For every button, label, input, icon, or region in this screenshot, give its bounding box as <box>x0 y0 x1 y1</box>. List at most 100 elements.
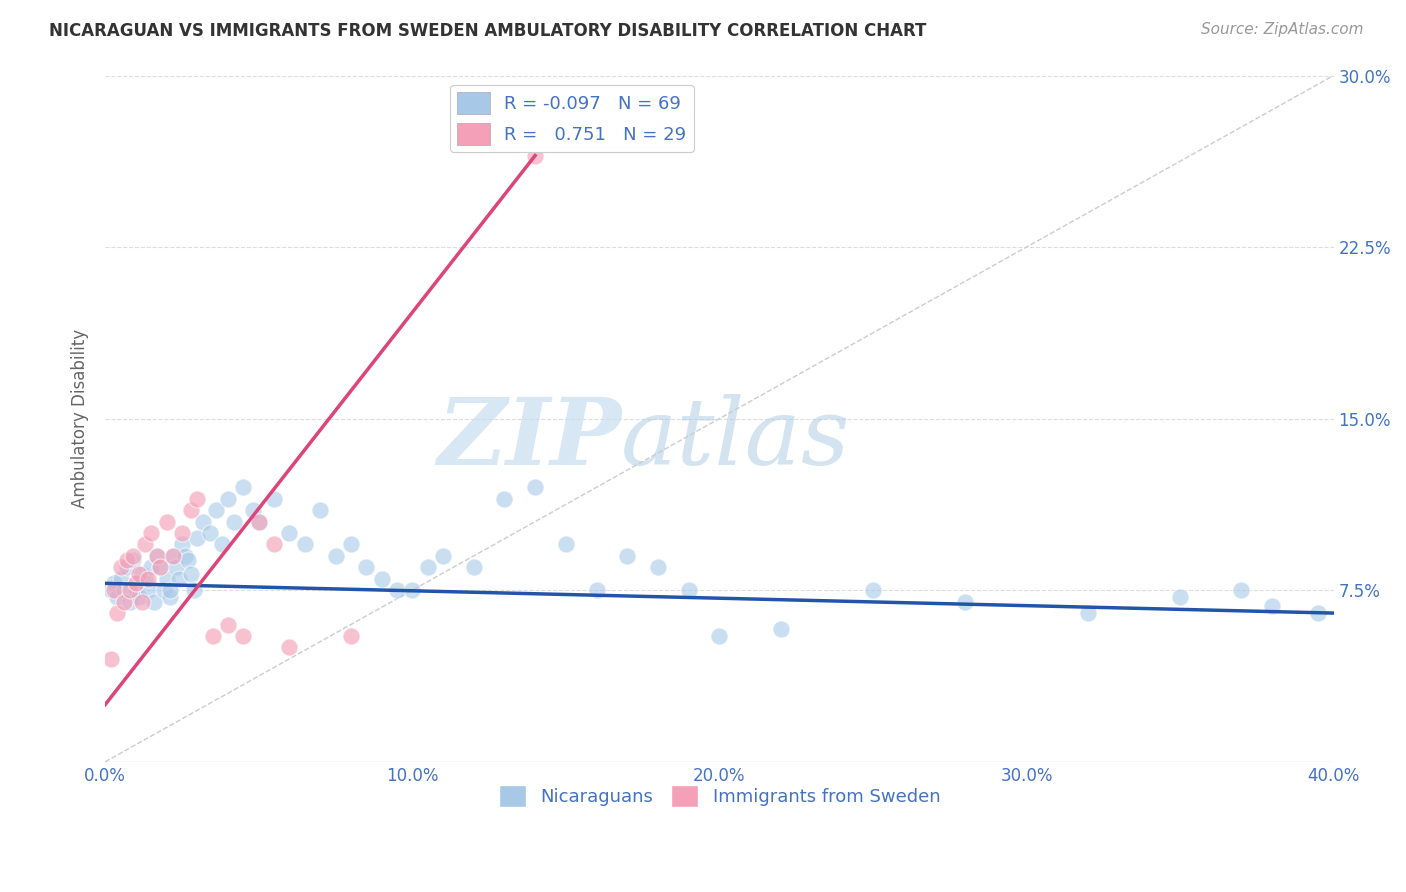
Point <box>385 583 408 598</box>
Point <box>149 560 172 574</box>
Point <box>186 531 208 545</box>
Point <box>862 583 884 598</box>
Point <box>146 549 169 563</box>
Point <box>242 503 264 517</box>
Text: ZIP: ZIP <box>437 394 621 484</box>
Point <box>131 567 153 582</box>
Point <box>121 549 143 563</box>
Point <box>278 640 301 655</box>
Point <box>146 549 169 563</box>
Point <box>294 537 316 551</box>
Point <box>156 572 179 586</box>
Point <box>211 537 233 551</box>
Point <box>121 553 143 567</box>
Point <box>128 567 150 582</box>
Point <box>180 503 202 517</box>
Point <box>370 572 392 586</box>
Point <box>340 629 363 643</box>
Point <box>217 491 239 506</box>
Point <box>118 594 141 608</box>
Point <box>107 606 129 620</box>
Point <box>186 491 208 506</box>
Point <box>141 526 163 541</box>
Point <box>678 583 700 598</box>
Point <box>616 549 638 563</box>
Point <box>110 560 132 574</box>
Point <box>401 583 423 598</box>
Point <box>136 572 159 586</box>
Point <box>1308 606 1330 620</box>
Text: NICARAGUAN VS IMMIGRANTS FROM SWEDEN AMBULATORY DISABILITY CORRELATION CHART: NICARAGUAN VS IMMIGRANTS FROM SWEDEN AMB… <box>49 22 927 40</box>
Point <box>1077 606 1099 620</box>
Point <box>103 576 125 591</box>
Point <box>162 549 184 563</box>
Point <box>204 503 226 517</box>
Point <box>134 537 156 551</box>
Point <box>165 560 187 574</box>
Point <box>554 537 576 551</box>
Point <box>115 553 138 567</box>
Point <box>463 560 485 574</box>
Point <box>263 491 285 506</box>
Point <box>432 549 454 563</box>
Point <box>247 515 270 529</box>
Point <box>180 567 202 582</box>
Point <box>278 526 301 541</box>
Point <box>125 583 148 598</box>
Point <box>1230 583 1253 598</box>
Point <box>325 549 347 563</box>
Point <box>170 537 193 551</box>
Point <box>340 537 363 551</box>
Point <box>193 515 215 529</box>
Legend: Nicaraguans, Immigrants from Sweden: Nicaraguans, Immigrants from Sweden <box>491 778 948 814</box>
Point <box>224 515 246 529</box>
Point <box>1168 590 1191 604</box>
Point <box>201 629 224 643</box>
Point <box>159 590 181 604</box>
Text: Source: ZipAtlas.com: Source: ZipAtlas.com <box>1201 22 1364 37</box>
Point <box>107 590 129 604</box>
Point <box>232 629 254 643</box>
Point <box>524 148 547 162</box>
Point <box>354 560 377 574</box>
Point <box>232 480 254 494</box>
Point <box>100 652 122 666</box>
Point <box>131 594 153 608</box>
Point <box>125 576 148 591</box>
Point <box>112 583 135 598</box>
Point <box>647 560 669 574</box>
Point <box>953 594 976 608</box>
Point <box>149 560 172 574</box>
Point <box>110 572 132 586</box>
Point <box>134 572 156 586</box>
Point <box>177 553 200 567</box>
Point <box>103 583 125 598</box>
Point <box>263 537 285 551</box>
Point <box>118 583 141 598</box>
Point <box>125 576 148 591</box>
Point <box>494 491 516 506</box>
Point <box>309 503 332 517</box>
Point <box>100 583 122 598</box>
Point <box>152 583 174 598</box>
Point <box>769 622 792 636</box>
Point <box>247 515 270 529</box>
Point <box>167 572 190 586</box>
Point <box>143 594 166 608</box>
Point <box>585 583 607 598</box>
Point <box>115 560 138 574</box>
Point <box>136 583 159 598</box>
Point <box>709 629 731 643</box>
Point <box>156 515 179 529</box>
Point <box>217 617 239 632</box>
Point <box>128 590 150 604</box>
Point <box>174 549 197 563</box>
Point <box>198 526 221 541</box>
Point <box>112 594 135 608</box>
Y-axis label: Ambulatory Disability: Ambulatory Disability <box>72 329 89 508</box>
Point <box>159 583 181 598</box>
Point <box>162 549 184 563</box>
Text: atlas: atlas <box>621 394 851 484</box>
Point <box>170 526 193 541</box>
Point <box>524 480 547 494</box>
